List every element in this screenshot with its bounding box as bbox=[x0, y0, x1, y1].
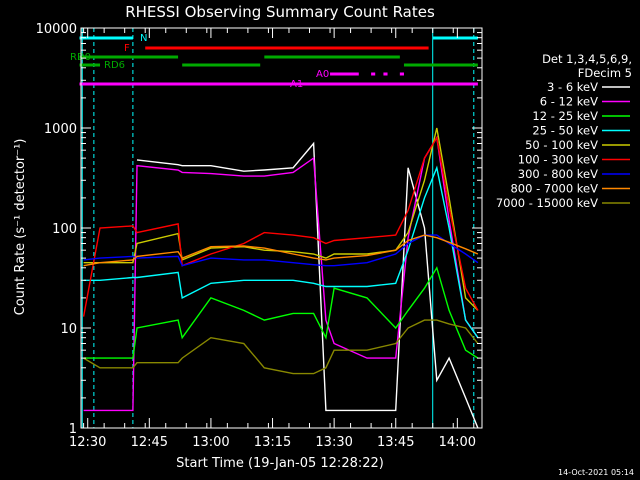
flag-a1-label: A1 bbox=[290, 79, 303, 90]
legend-label-4: 50 - 100 keV bbox=[525, 138, 598, 152]
series-line-0 bbox=[136, 141, 479, 428]
legend-label-6: 300 - 800 keV bbox=[518, 167, 598, 181]
legend-label-0: 3 - 6 keV bbox=[547, 80, 598, 94]
x-tick-label-3: 13:15 bbox=[254, 435, 291, 450]
legend-label-7: 800 - 7000 keV bbox=[510, 182, 598, 196]
chart-title: RHESSI Observing Summary Count Rates bbox=[125, 3, 435, 21]
legend-label-5: 100 - 300 keV bbox=[518, 153, 598, 167]
legend-label-8: 7000 - 15000 keV bbox=[496, 196, 598, 210]
x-tick-label-0: 12:30 bbox=[69, 435, 106, 450]
y-tick-label-4: 10000 bbox=[36, 22, 77, 37]
legend-header-line-1: Det 1,3,4,5,6,9, bbox=[542, 52, 632, 66]
series-line-5 bbox=[82, 135, 479, 317]
x-tick-label-6: 14:00 bbox=[439, 435, 476, 450]
legend-label-2: 12 - 25 keV bbox=[532, 109, 598, 123]
y-tick-label-3: 1000 bbox=[44, 122, 77, 137]
x-tick-label-4: 13:30 bbox=[315, 435, 352, 450]
legend-label-1: 6 - 12 keV bbox=[540, 95, 598, 109]
x-axis-label: Start Time (19-Jan-05 12:28:22) bbox=[176, 456, 384, 471]
series-line-7 bbox=[83, 234, 479, 267]
y-tick-label-0: 1 bbox=[69, 422, 77, 437]
timestamp: 14-Oct-2021 05:14 bbox=[558, 468, 634, 477]
series-group bbox=[82, 127, 479, 428]
series-line-8 bbox=[83, 319, 479, 375]
x-tick-label-1: 12:45 bbox=[131, 435, 168, 450]
y-axis-label: Count Rate (s⁻¹ detector⁻¹) bbox=[13, 139, 28, 316]
y-tick-label-2: 100 bbox=[52, 222, 77, 237]
series-line-6 bbox=[83, 234, 479, 267]
x-tick-label-2: 13:00 bbox=[192, 435, 229, 450]
flag-rd6-label: RD6 bbox=[104, 60, 125, 71]
legend-label-3: 25 - 50 keV bbox=[532, 124, 598, 138]
y-tick-label-1: 10 bbox=[60, 322, 77, 337]
flag-a0-label: A0 bbox=[316, 69, 329, 80]
series-line-3 bbox=[83, 165, 479, 339]
flag-n-label: N bbox=[140, 33, 147, 44]
x-tick-label-5: 13:45 bbox=[377, 435, 414, 450]
series-line-2 bbox=[83, 266, 479, 359]
legend-header-line-2: FDecim 5 bbox=[578, 66, 632, 80]
flag-f-label: F bbox=[124, 43, 130, 54]
